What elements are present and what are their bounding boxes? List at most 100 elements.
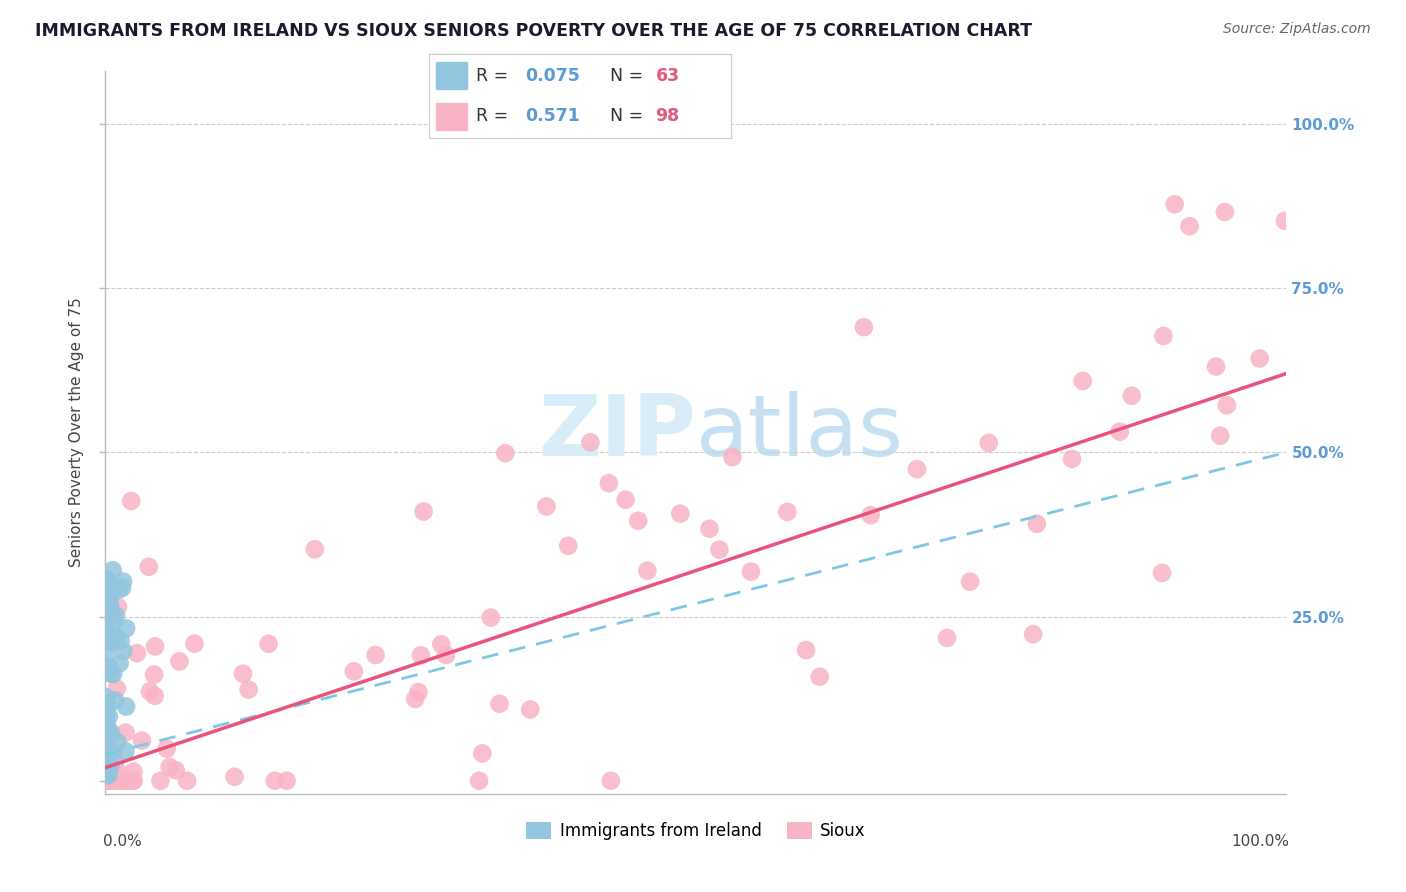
Point <box>100 773 122 788</box>
Point <box>169 654 191 668</box>
Point <box>776 505 799 519</box>
Point <box>122 764 145 779</box>
Point <box>263 773 285 788</box>
Point <box>120 494 142 508</box>
Point <box>852 320 875 334</box>
Point <box>98 629 121 643</box>
Point <box>304 542 326 557</box>
Point <box>131 733 153 747</box>
Point <box>1209 428 1232 442</box>
Text: R =: R = <box>475 67 513 85</box>
Point <box>100 601 122 615</box>
Point <box>112 773 135 788</box>
Point <box>96 699 118 714</box>
Point <box>105 735 128 749</box>
Point <box>97 634 120 648</box>
Point <box>488 697 510 711</box>
Point <box>96 698 118 712</box>
Text: ZIP: ZIP <box>538 391 696 475</box>
Text: atlas: atlas <box>696 391 904 475</box>
Point <box>112 644 135 658</box>
Point <box>97 773 120 788</box>
Point <box>614 492 637 507</box>
Point <box>101 773 124 788</box>
Point <box>108 657 131 671</box>
Text: 0.075: 0.075 <box>526 67 581 85</box>
Point <box>107 599 129 614</box>
Text: 63: 63 <box>655 67 679 85</box>
Point <box>149 773 172 788</box>
Point <box>1071 374 1094 388</box>
Point <box>111 574 134 589</box>
Point <box>96 752 118 766</box>
Point <box>98 580 121 594</box>
Point <box>100 725 122 739</box>
Point <box>108 773 131 788</box>
Point <box>101 747 124 761</box>
Point <box>94 714 117 729</box>
Point <box>94 627 117 641</box>
Point <box>97 660 120 674</box>
Point <box>1025 516 1047 531</box>
Point <box>159 760 181 774</box>
Point <box>110 773 132 788</box>
Point <box>97 580 120 594</box>
Point <box>115 773 138 788</box>
Legend: Immigrants from Ireland, Sioux: Immigrants from Ireland, Sioux <box>520 815 872 847</box>
Point <box>1178 219 1201 234</box>
Text: Source: ZipAtlas.com: Source: ZipAtlas.com <box>1223 22 1371 37</box>
Point <box>100 635 122 649</box>
Point <box>104 755 127 769</box>
Point <box>721 450 744 464</box>
Point <box>1152 566 1174 580</box>
Point <box>232 666 254 681</box>
Point <box>1152 329 1174 343</box>
Point <box>96 751 118 765</box>
Point <box>115 699 138 714</box>
Point <box>143 667 166 681</box>
Point <box>636 564 658 578</box>
Point <box>404 692 426 706</box>
Point <box>1274 214 1296 228</box>
Point <box>138 559 160 574</box>
Point <box>103 630 125 644</box>
Point <box>276 773 298 788</box>
Point <box>1205 359 1227 374</box>
Point <box>94 645 117 659</box>
Point <box>343 665 366 679</box>
Point <box>96 696 118 710</box>
Point <box>98 627 121 641</box>
Point <box>125 646 148 660</box>
Point <box>143 640 166 654</box>
Point <box>238 682 260 697</box>
Text: 100.0%: 100.0% <box>1230 834 1289 848</box>
Text: R =: R = <box>475 107 513 125</box>
Point <box>122 773 145 788</box>
Point <box>115 621 138 635</box>
Point <box>1164 197 1187 211</box>
Point <box>96 739 118 754</box>
Point <box>519 702 541 716</box>
Point <box>107 764 129 779</box>
Point <box>408 685 430 699</box>
Point <box>536 500 558 514</box>
Point <box>479 610 502 624</box>
Point <box>94 575 117 590</box>
Point <box>97 631 120 645</box>
Point <box>97 747 120 761</box>
Point <box>434 648 457 662</box>
Text: 0.0%: 0.0% <box>103 834 142 848</box>
Point <box>100 758 122 772</box>
Point <box>471 747 494 761</box>
Point <box>100 587 122 601</box>
Point <box>977 435 1000 450</box>
Point <box>224 770 246 784</box>
Bar <box>436 103 467 130</box>
Point <box>104 632 127 647</box>
Text: 98: 98 <box>655 107 679 125</box>
Text: N =: N = <box>610 67 650 85</box>
Point <box>98 594 121 608</box>
Point <box>176 773 198 788</box>
Point <box>96 572 118 586</box>
Point <box>494 446 516 460</box>
